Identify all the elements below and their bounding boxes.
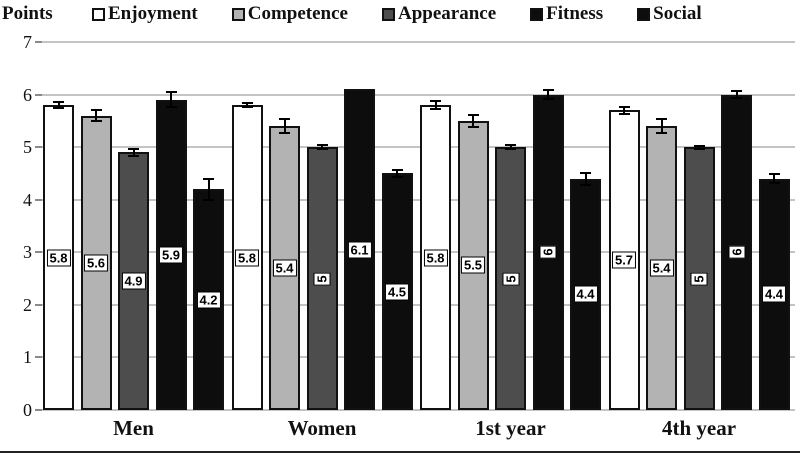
y-axis-tick <box>35 146 42 149</box>
legend-label: Enjoyment <box>108 3 198 24</box>
bar-value-label: 5 <box>313 271 331 286</box>
gridline-y6 <box>42 93 795 96</box>
bar-value-label: 5.8 <box>234 249 260 267</box>
y-tick-label: 1 <box>23 347 32 368</box>
error-bar <box>165 91 177 109</box>
legend-item-social: Social <box>637 3 702 25</box>
error-bar <box>203 177 214 201</box>
legend-label: Social <box>653 3 702 24</box>
bar-value-label: 6.1 <box>347 241 372 259</box>
plot-area: 5.8 5.6 4.9 5.9 4.2 5.8 5.4 5 6.1 4.5 5.8 5.5 5 6 4.4 5… <box>42 41 795 411</box>
y-tick-label: 0 <box>23 400 32 420</box>
error-bar <box>53 101 64 109</box>
gridline-y4 <box>42 198 795 201</box>
legend-swatch-icon <box>381 7 395 21</box>
gridline-y0 <box>42 409 795 411</box>
category-label-4th-year: 4th year <box>661 416 737 440</box>
y-tick-label: 6 <box>23 84 32 105</box>
bar-value-label: 6 <box>728 245 745 259</box>
y-tick-label: 7 <box>23 32 32 52</box>
error-bar <box>618 105 630 116</box>
legend-item-appearance: Appearance <box>381 3 497 25</box>
bar-value-label: 4.4 <box>573 285 598 303</box>
bar-value-label: 5.8 <box>46 249 71 267</box>
y-tick-label: 4 <box>23 189 32 210</box>
error-bar <box>542 88 554 101</box>
legend-swatch-icon <box>637 7 651 21</box>
error-bar <box>430 100 441 110</box>
legend-item-enjoyment: Enjoyment <box>92 3 198 25</box>
legend-swatch-icon <box>530 7 544 21</box>
error-bar <box>128 147 139 158</box>
bar-value-label: 4.5 <box>384 283 410 301</box>
legend-label: Fitness <box>546 3 604 24</box>
bar-value-label: 5 <box>502 271 519 286</box>
gridline-y1 <box>42 356 795 359</box>
error-bar <box>656 118 667 134</box>
error-bar <box>580 171 591 186</box>
y-tick-label: 5 <box>23 137 32 158</box>
figure-bottom-border <box>0 451 800 453</box>
error-bar <box>90 108 102 123</box>
error-bar <box>693 144 705 150</box>
category-label-men: Men <box>113 416 154 440</box>
error-bar <box>316 143 328 151</box>
y-axis-tick <box>35 41 42 43</box>
error-bar <box>731 89 742 100</box>
y-axis-tick <box>35 198 42 201</box>
gridline-y2 <box>42 303 795 306</box>
y-axis-tick <box>35 356 42 359</box>
category-label-women: Women <box>287 416 357 440</box>
bar-value-label: 5.4 <box>649 259 674 277</box>
error-bar <box>768 172 780 185</box>
error-bar <box>279 118 290 134</box>
bar-value-label: 5.7 <box>611 251 637 269</box>
y-tick-label: 3 <box>23 242 32 263</box>
bar-value-label: 5 <box>690 271 708 286</box>
y-axis-title: Points <box>2 3 53 24</box>
y-axis-tick <box>35 303 42 306</box>
y-axis-tick <box>35 409 42 411</box>
y-axis-tick <box>35 251 42 254</box>
legend-label: Competence <box>247 3 348 24</box>
error-bar <box>505 143 516 151</box>
y-axis-tick <box>35 93 42 96</box>
error-bar <box>467 114 479 128</box>
bar-value-label: 5.9 <box>158 246 184 264</box>
bar-value-label: 4.4 <box>761 285 787 303</box>
y-tick-label: 2 <box>23 294 32 315</box>
legend-item-fitness: Fitness <box>530 3 603 25</box>
error-bar <box>241 101 253 109</box>
legend-item-competence: Competence <box>231 3 348 25</box>
legend-swatch-icon <box>231 7 245 21</box>
bar-value-label: 5.4 <box>272 259 297 277</box>
category-label-1st-year: 1st year <box>475 416 546 440</box>
bar-value-label: 6 <box>539 245 557 259</box>
legend-label: Appearance <box>397 3 497 24</box>
bar-value-label: 4.9 <box>121 272 146 290</box>
bar-value-label: 5.8 <box>423 249 448 267</box>
error-bar <box>391 169 403 178</box>
bar-value-label: 5.6 <box>83 254 109 272</box>
bar-value-label: 4.2 <box>196 291 221 309</box>
gridline-y5 <box>42 146 795 149</box>
gridline-y7 <box>42 41 795 43</box>
legend: Enjoyment Competence Appearance Fitness Soci… <box>92 3 702 25</box>
gridline-y3 <box>42 251 795 254</box>
bar-value-label: 5.5 <box>460 256 486 274</box>
legend-swatch-icon <box>92 7 105 21</box>
